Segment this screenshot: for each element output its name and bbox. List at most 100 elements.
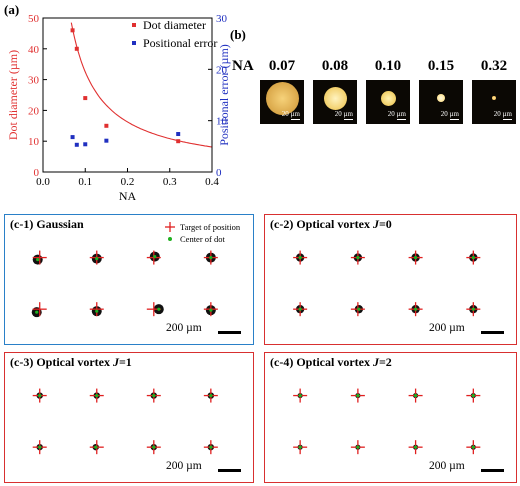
na-value-label: 0.08 — [321, 58, 349, 74]
dot-marker — [89, 302, 104, 317]
dot-marker — [31, 302, 47, 318]
photo-scale-line — [503, 118, 512, 120]
panel-title: (c-4) Optical vortex J=2 — [270, 355, 392, 370]
laser-dot — [323, 86, 347, 110]
dot-center — [356, 445, 360, 449]
na-value-label: 0.07 — [268, 58, 296, 74]
dot-center — [414, 307, 418, 311]
panel-c4: (c-4) Optical vortex J=2 200 µm — [264, 352, 517, 483]
positional-error-point — [83, 142, 88, 147]
dot-center — [471, 307, 475, 311]
photo-scale-bar: 20 µm — [335, 110, 353, 120]
scale-bar-label: 200 µm — [429, 460, 465, 472]
dot-marker — [350, 388, 365, 403]
panel-title-j: J — [112, 355, 119, 369]
dot-center — [356, 255, 360, 260]
dot-center — [209, 308, 213, 312]
panel-title-order: =2 — [378, 355, 392, 369]
photo-scale-bar: 20 µm — [388, 110, 406, 120]
photo-scale-line — [291, 118, 300, 120]
dot-diameter-point — [176, 139, 181, 144]
legend-marker-positional-error — [132, 41, 136, 45]
scale-bar — [481, 469, 504, 472]
positional-error-point — [70, 135, 75, 140]
dot-marker — [203, 302, 218, 317]
y-right-tick-label: 10 — [216, 116, 228, 128]
dot-center — [35, 310, 39, 314]
dot-marker — [408, 302, 423, 317]
scale-bar-label: 200 µm — [166, 460, 202, 472]
dot-center — [157, 307, 161, 311]
y-left-tick-label: 20 — [28, 105, 40, 117]
y-left-tick-label: 10 — [28, 136, 40, 148]
dot-marker — [466, 302, 481, 317]
dot-photo: 20 µm — [366, 80, 410, 124]
dot-center — [414, 393, 418, 398]
legend-label-positional-error: Positional error — [143, 36, 217, 50]
dot-marker — [466, 440, 481, 455]
scale-bar-label: 200 µm — [166, 322, 202, 334]
photo-scale-line — [344, 118, 353, 120]
dot-photo: 20 µm — [313, 80, 357, 124]
y-right-tick-label: 20 — [216, 64, 228, 76]
legend-center-marker — [168, 237, 172, 241]
dot-center — [152, 445, 156, 449]
dot-marker — [408, 250, 423, 265]
scale-bar-label: 200 µm — [429, 322, 465, 334]
y-left-tick-label: 50 — [28, 13, 40, 25]
dot-marker — [350, 250, 365, 265]
y-left-tick-label: 0 — [34, 167, 40, 179]
dot-center — [94, 445, 98, 449]
laser-dot — [380, 90, 396, 106]
scale-bar — [481, 331, 504, 334]
dot-marker — [89, 250, 104, 265]
photo-scale-line — [450, 118, 459, 120]
photo-scale-label: 20 µm — [440, 109, 459, 118]
photo-scale-bar: 20 µm — [282, 110, 300, 120]
na-value-label: 0.32 — [480, 58, 508, 74]
dot-marker — [350, 440, 365, 455]
x-tick-label: 0.4 — [205, 176, 219, 188]
laser-dot — [492, 96, 496, 100]
na-value-label: 0.10 — [374, 58, 402, 74]
panel-title-text: (c-2) Optical vortex — [270, 217, 373, 231]
photo-scale-line — [397, 118, 406, 120]
dot-marker — [466, 250, 481, 265]
dot-center — [298, 445, 302, 449]
x-tick-label: 0.2 — [121, 176, 135, 188]
dot-diameter-point — [83, 96, 88, 101]
dot-marker — [408, 440, 423, 455]
dot-center — [152, 393, 156, 398]
y-left-tick-label: 30 — [28, 75, 40, 87]
dot-center — [471, 393, 475, 398]
dot-center — [36, 257, 40, 262]
panel-title-j: J — [372, 355, 379, 369]
scale-bar — [218, 331, 241, 334]
dot-center — [209, 255, 213, 260]
dot-marker — [293, 388, 308, 403]
dot-center — [95, 393, 99, 398]
y-right-tick-label: 0 — [216, 167, 222, 179]
legend-target-label: Target of position — [180, 222, 241, 232]
y-right-axis-label: Positional error (µm) — [217, 44, 231, 146]
panel-title-j: J — [372, 217, 379, 231]
legend-label-dot-diameter: Dot diameter — [143, 18, 206, 32]
dot-marker — [350, 302, 365, 317]
dot-marker — [408, 388, 423, 403]
legend-center-label: Center of dot — [180, 234, 225, 244]
panel-c1: (c-1) Gaussian Target of position Center o… — [4, 214, 254, 345]
dot-center — [38, 445, 42, 449]
panel-c3: (c-3) Optical vortex J=1 200 µm — [4, 352, 254, 483]
panel-title: (c-1) Gaussian — [10, 217, 84, 232]
panel-title-text: (c-3) Optical vortex — [10, 355, 113, 369]
panel-title-order: =0 — [378, 217, 392, 231]
dot-array — [32, 388, 218, 455]
dot-marker — [293, 302, 308, 317]
y-right-tick-label: 30 — [216, 13, 228, 25]
photo-scale-label: 20 µm — [493, 109, 512, 118]
dot-marker — [32, 440, 47, 455]
panel-title-text: (c-1) Gaussian — [10, 217, 84, 231]
panel-title: (c-2) Optical vortex J=0 — [270, 217, 392, 232]
x-axis-label: NA — [119, 189, 137, 200]
dot-marker — [203, 388, 218, 403]
